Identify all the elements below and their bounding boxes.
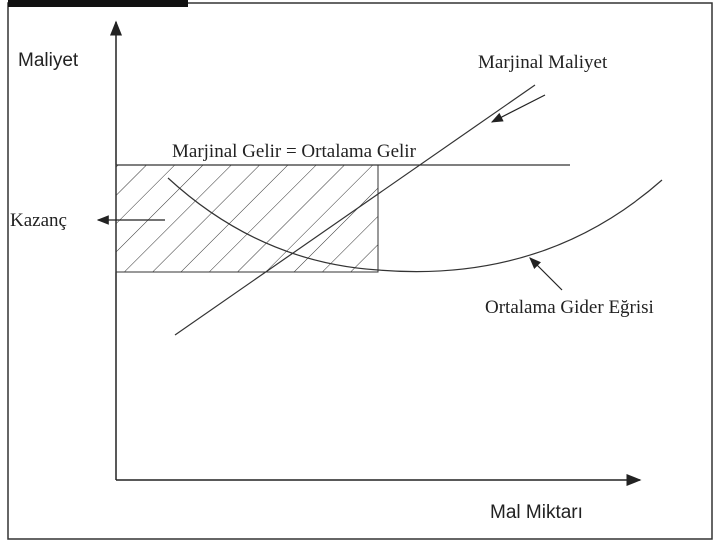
profit-area (115, 164, 379, 273)
ac-curve (167, 177, 663, 273)
ac-pointer (529, 257, 563, 291)
x-axis-label: Mal Miktarı (490, 502, 583, 523)
tab (8, 0, 188, 7)
mc-label: Marjinal Maliyet (478, 52, 608, 73)
mc-line (174, 84, 536, 336)
y-axis-label: Maliyet (18, 50, 79, 71)
mr-label: Marjinal Gelir = Ortalama Gelir (172, 141, 417, 162)
frame (7, 2, 713, 540)
profit-label: Kazanç (10, 210, 67, 231)
mc-pointer (490, 94, 546, 123)
ac-label: Ortalama Gider Eğrisi (485, 297, 654, 318)
